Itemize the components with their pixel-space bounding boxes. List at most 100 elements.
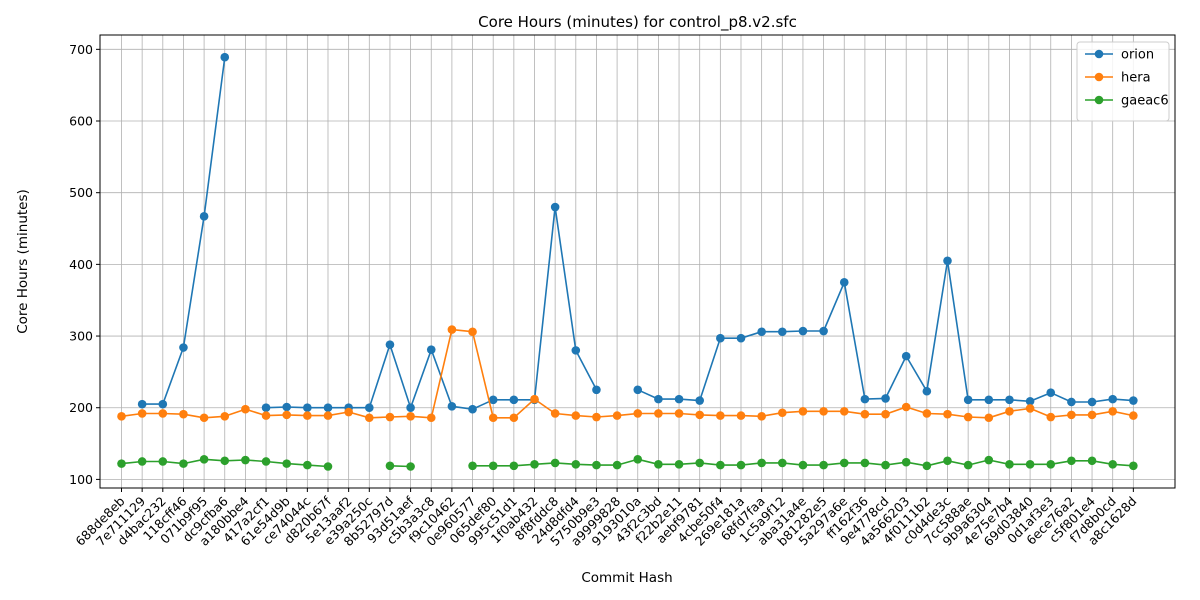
data-point-gaeac6 [716, 460, 725, 470]
data-point-gaeac6 [406, 462, 415, 471]
data-point-orion [654, 394, 663, 404]
data-point-gaeac6 [901, 457, 911, 467]
data-point-hera [550, 409, 560, 418]
data-point-orion [674, 394, 684, 404]
y-tick-label: 200 [69, 400, 93, 415]
data-point-orion [1046, 388, 1056, 397]
data-point-hera [488, 413, 498, 423]
data-point-orion [736, 333, 746, 343]
data-point-hera [819, 407, 828, 416]
x-axis-title: Commit Hash [581, 570, 672, 586]
data-point-gaeac6 [819, 460, 828, 470]
y-tick-label: 100 [69, 472, 93, 487]
data-point-orion [633, 385, 643, 395]
data-point-hera [1046, 412, 1056, 422]
data-point-hera [199, 413, 209, 423]
data-point-orion [282, 402, 292, 412]
data-point-orion [1108, 394, 1117, 404]
data-point-hera [695, 410, 704, 420]
data-point-orion [137, 399, 147, 409]
data-point-hera [261, 411, 271, 420]
data-point-orion [798, 326, 808, 336]
data-point-gaeac6 [199, 455, 209, 464]
data-point-hera [984, 413, 994, 423]
data-point-orion [158, 399, 168, 409]
data-point-gaeac6 [1025, 460, 1035, 469]
data-point-gaeac6 [1108, 460, 1117, 469]
data-point-hera [530, 394, 539, 404]
data-point-orion [757, 327, 766, 337]
data-point-gaeac6 [261, 457, 271, 466]
data-point-gaeac6 [158, 457, 168, 466]
data-point-orion [943, 256, 952, 266]
data-point-orion [179, 343, 188, 352]
data-point-gaeac6 [303, 460, 312, 470]
data-point-hera [716, 411, 725, 420]
data-point-orion [426, 345, 436, 354]
data-point-orion [922, 386, 932, 396]
data-point-hera [447, 325, 457, 334]
data-point-orion [550, 202, 560, 212]
data-point-gaeac6 [860, 458, 870, 468]
data-point-gaeac6 [633, 455, 643, 464]
data-point-orion [365, 403, 374, 413]
data-point-orion [1025, 396, 1035, 406]
data-point-orion [447, 401, 457, 411]
data-point-orion [984, 395, 994, 405]
legend-marker-orion [1094, 49, 1104, 59]
data-point-hera [963, 412, 973, 422]
data-point-hera [881, 409, 890, 419]
data-point-hera [571, 411, 581, 420]
data-point-hera [612, 411, 622, 420]
data-point-orion [509, 395, 519, 405]
data-point-orion [488, 395, 498, 405]
data-point-hera [509, 413, 519, 423]
data-point-hera [344, 407, 353, 417]
data-point-gaeac6 [1129, 461, 1138, 471]
data-point-orion [1087, 397, 1097, 407]
y-tick-label: 600 [69, 114, 93, 129]
data-point-orion [1129, 396, 1138, 405]
data-point-hera [323, 411, 333, 420]
data-point-orion [963, 395, 973, 405]
legend-marker-gaeac6 [1094, 95, 1104, 105]
data-point-hera [406, 412, 415, 421]
legend-label-gaeac6: gaeac6 [1121, 94, 1169, 109]
data-point-hera [1087, 410, 1097, 420]
data-point-gaeac6 [736, 460, 746, 470]
legend-label-hera: hera [1121, 71, 1151, 86]
y-tick-label: 300 [69, 329, 93, 344]
data-point-gaeac6 [695, 458, 704, 468]
data-point-hera [385, 412, 395, 422]
data-point-hera [137, 409, 147, 418]
data-point-orion [819, 326, 828, 336]
series-lines [117, 52, 1138, 471]
data-point-gaeac6 [592, 460, 601, 470]
data-point-gaeac6 [137, 457, 147, 466]
data-point-hera [798, 407, 808, 416]
data-point-hera [943, 409, 952, 419]
data-point-orion [1005, 395, 1014, 405]
data-point-orion [220, 52, 230, 62]
data-point-gaeac6 [179, 459, 188, 468]
data-point-orion [571, 346, 581, 355]
data-point-gaeac6 [1087, 456, 1097, 466]
legend-marker-hera [1094, 72, 1104, 82]
x-axis: 688de8eb7e711129d4bac232118cff46071b9f95… [72, 488, 1139, 549]
data-point-gaeac6 [323, 462, 333, 471]
data-point-gaeac6 [282, 459, 292, 468]
data-point-gaeac6 [488, 461, 498, 471]
data-point-gaeac6 [550, 458, 560, 468]
data-point-gaeac6 [963, 460, 973, 470]
legend-label-orion: orion [1121, 48, 1154, 63]
data-point-hera [220, 412, 230, 421]
data-point-hera [633, 409, 643, 418]
data-point-hera [117, 412, 126, 421]
data-point-hera [179, 409, 188, 419]
data-point-orion [716, 333, 725, 343]
data-point-hera [674, 409, 684, 418]
data-point-hera [303, 411, 312, 420]
data-point-hera [901, 402, 911, 412]
data-point-gaeac6 [612, 460, 622, 470]
